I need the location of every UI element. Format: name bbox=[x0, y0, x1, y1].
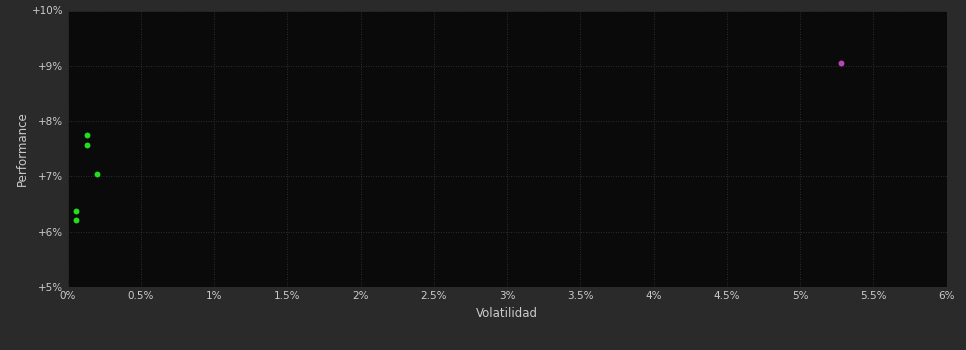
Point bbox=[69, 217, 84, 222]
Point bbox=[89, 171, 104, 176]
Point bbox=[69, 208, 84, 213]
Point bbox=[834, 60, 849, 66]
Point bbox=[79, 142, 95, 148]
X-axis label: Volatilidad: Volatilidad bbox=[476, 307, 538, 320]
Y-axis label: Performance: Performance bbox=[16, 111, 29, 186]
Point bbox=[79, 132, 95, 138]
